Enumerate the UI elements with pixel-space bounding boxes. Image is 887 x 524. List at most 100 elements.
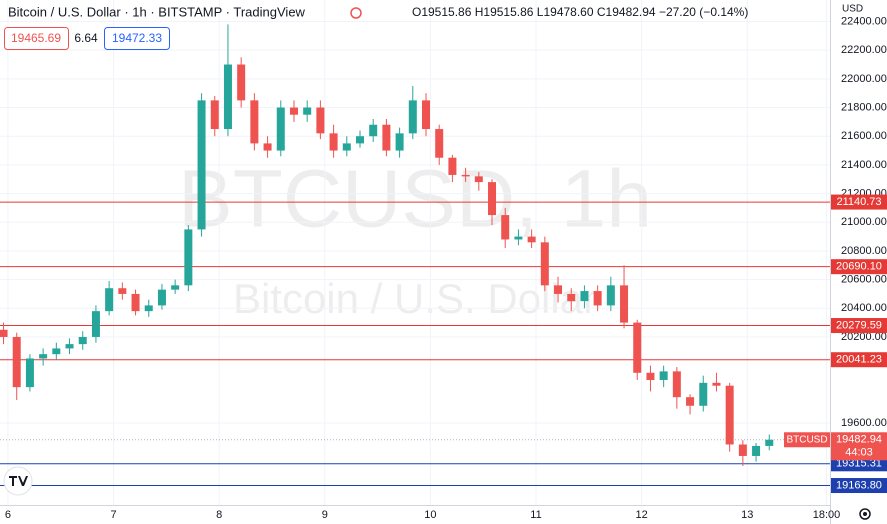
candle-body xyxy=(0,329,8,337)
candle-body xyxy=(369,124,378,137)
candle-body xyxy=(157,289,166,306)
last-price-label: 19482.94 xyxy=(836,434,882,446)
last-price-box xyxy=(831,432,887,461)
candle-body xyxy=(474,176,483,183)
candle-body xyxy=(461,174,470,177)
level-label-box xyxy=(831,478,887,494)
candle-body xyxy=(289,107,298,115)
candle-body xyxy=(408,100,417,134)
candle-body xyxy=(303,107,312,115)
ask-box[interactable] xyxy=(104,27,170,50)
candle-body xyxy=(171,285,180,290)
tv-logo[interactable] xyxy=(3,466,33,496)
y-tick-label: 22400.00 xyxy=(841,15,887,27)
candle-body xyxy=(65,344,74,349)
change-value: −27.20 (−0.14%) xyxy=(659,5,748,19)
candle-body xyxy=(382,124,391,151)
close-value: C19482.94 xyxy=(597,5,656,19)
candle-body xyxy=(91,311,100,337)
y-tick-label: 21400.00 xyxy=(841,159,887,171)
x-tick-label: 8 xyxy=(216,509,222,521)
candle-body xyxy=(765,439,774,446)
candle-body xyxy=(223,64,232,130)
level-label-box xyxy=(831,352,887,368)
header-title: Bitcoin / U.S. Dollar · 1h · BITSTAMP · … xyxy=(8,4,306,19)
currency[interactable]: USD xyxy=(842,4,863,15)
candle-body xyxy=(712,382,721,386)
settings-icon[interactable] xyxy=(859,508,871,520)
candle-body xyxy=(593,291,602,306)
candle-body xyxy=(52,348,61,355)
x-tick-label: 6 xyxy=(5,509,11,521)
candle-body xyxy=(646,372,655,380)
candle-body xyxy=(725,385,734,445)
level-label: 20279.59 xyxy=(836,319,882,331)
candle-body xyxy=(197,100,206,230)
y-tick-label: 19600.00 xyxy=(841,417,887,429)
candle-body xyxy=(448,157,457,175)
level-label: 21140.73 xyxy=(836,196,881,208)
candle-body xyxy=(580,291,589,302)
bid-box[interactable] xyxy=(4,27,69,50)
open-value: O19515.86 xyxy=(412,5,472,19)
candle-body xyxy=(752,445,761,456)
level-label-box xyxy=(831,259,887,275)
level-label: 20690.10 xyxy=(836,261,882,273)
candle-body xyxy=(263,143,272,151)
watermark-symbol: BTCUSD, 1h xyxy=(178,154,652,245)
x-tick-label: 9 xyxy=(322,509,328,521)
symbol-label: BTCUSD xyxy=(786,434,827,445)
bid: 19465.69 xyxy=(11,31,61,45)
candle-body xyxy=(342,143,351,151)
candle-body xyxy=(329,133,338,151)
x-tick-label: 12 xyxy=(636,509,648,521)
candle-body xyxy=(435,129,444,158)
candle-body xyxy=(250,100,259,144)
candle-body xyxy=(25,358,34,388)
y-tick-label: 21800.00 xyxy=(841,101,887,113)
x-tick-label: 11 xyxy=(530,509,541,521)
candle-body xyxy=(355,136,364,144)
x-tick-label: 18:00 xyxy=(813,509,841,521)
candle-body xyxy=(39,354,48,359)
y-tick-label: 22000.00 xyxy=(841,73,887,85)
candle-body xyxy=(105,288,114,312)
y-tick-label: 20200.00 xyxy=(841,331,887,343)
candle-body xyxy=(276,107,285,151)
candle-body xyxy=(540,242,549,286)
candle-body xyxy=(620,285,629,323)
x-tick-label: 7 xyxy=(110,509,116,521)
alert-icon[interactable] xyxy=(350,7,362,19)
level-label: 19163.80 xyxy=(836,479,882,491)
candle-body xyxy=(633,322,642,373)
candle-body xyxy=(210,100,219,130)
countdown: 44:03 xyxy=(845,447,873,459)
gear xyxy=(859,508,871,520)
spread: 6.64 xyxy=(74,31,98,45)
gear-center xyxy=(863,512,867,516)
candle-body xyxy=(488,182,497,216)
candle-body xyxy=(316,107,325,134)
candle-body xyxy=(144,305,153,312)
y-tick-label: 20800.00 xyxy=(841,245,887,257)
candle-body xyxy=(699,382,708,406)
ohlc: O19515.86 H19515.86 L19478.60 C19482.94 … xyxy=(412,5,748,19)
logo-mark xyxy=(9,476,28,486)
candle-body xyxy=(686,397,695,406)
candle-body xyxy=(672,371,681,398)
candle-body xyxy=(527,236,536,243)
candle-body xyxy=(554,285,563,294)
y-tick-label: 20400.00 xyxy=(841,302,887,314)
candle-body xyxy=(659,371,668,380)
logo-circle xyxy=(3,466,33,496)
y-tick-label: 20600.00 xyxy=(841,274,887,286)
candle-body xyxy=(12,336,21,388)
x-tick-label: 10 xyxy=(424,509,436,521)
y-tick-label: 21600.00 xyxy=(841,130,887,142)
candle-body xyxy=(738,444,747,456)
level-label: 20041.23 xyxy=(836,354,882,366)
candle-body xyxy=(131,293,140,312)
x-tick-label: 13 xyxy=(741,509,753,521)
candle-body xyxy=(78,336,87,345)
